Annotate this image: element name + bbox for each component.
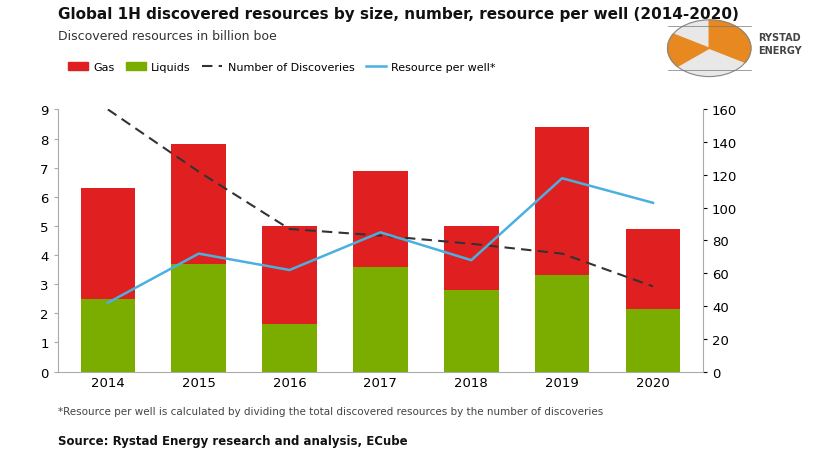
Bar (80, 299, 135, 372)
Wedge shape (710, 21, 751, 63)
Legend: Gas, Liquids, Number of Discoveries, Resource per well*: Gas, Liquids, Number of Discoveries, Res… (64, 58, 500, 77)
Bar (353, 267, 408, 372)
Text: Global 1H discovered resources by size, number, resource per well (2014-2020): Global 1H discovered resources by size, … (58, 7, 739, 22)
Text: Source: Rystad Energy research and analysis, ECube: Source: Rystad Energy research and analy… (58, 434, 408, 447)
Bar (535, 128, 590, 276)
Bar (262, 226, 317, 324)
Text: *Resource per well is calculated by dividing the total discovered resources by t: *Resource per well is calculated by divi… (58, 406, 603, 416)
Bar (444, 291, 499, 372)
Bar (171, 145, 226, 264)
Bar (353, 171, 408, 267)
Bar (171, 264, 226, 372)
Bar (535, 276, 590, 372)
Bar (626, 309, 681, 372)
Text: RYSTAD
ENERGY: RYSTAD ENERGY (758, 33, 802, 56)
Bar (626, 230, 681, 309)
Bar (262, 324, 317, 372)
Circle shape (667, 21, 751, 78)
Text: Discovered resources in billion boe: Discovered resources in billion boe (58, 30, 277, 43)
Wedge shape (667, 35, 710, 67)
Bar (444, 226, 499, 291)
Bar (80, 189, 135, 299)
